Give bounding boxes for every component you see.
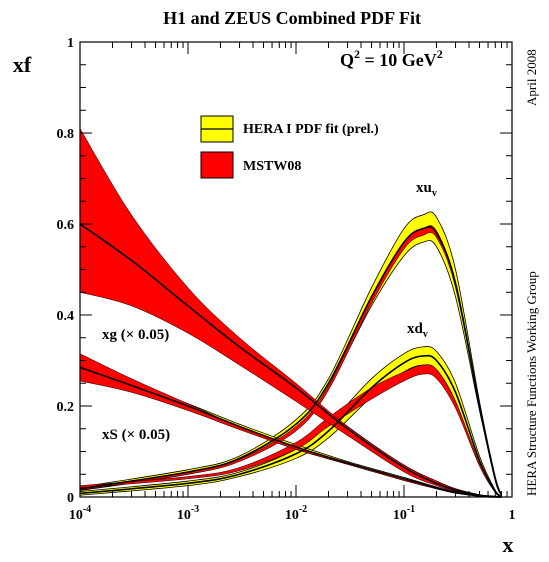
- y-tick-label: 0.6: [57, 218, 75, 233]
- side-note-date: April 2008: [524, 49, 539, 106]
- legend-label-hera: HERA I PDF fit (prel.): [243, 122, 379, 137]
- legend-label-mstw: MSTW08: [243, 159, 301, 174]
- y-tick-label: 0.4: [57, 309, 75, 324]
- q2-annotation: Q2 = 10 GeV2: [340, 47, 443, 70]
- hera-band-xdv: [79, 346, 502, 498]
- legend-item-mstw: MSTW08: [200, 151, 301, 179]
- x-tick-label: 10-4: [69, 504, 91, 523]
- x-tick-label: 10-1: [393, 504, 415, 523]
- x-tick-label: 1: [509, 508, 516, 523]
- y-tick-label: 1: [67, 36, 74, 51]
- hera-central-line-xuv: [79, 226, 503, 496]
- y-axis-label: xf: [13, 52, 32, 77]
- ticks-layer: 0 0.2 0.4 0.6 0.8 1 10-4 10-3 10-2 10-1 1: [57, 36, 516, 523]
- hera-central-line-xdv: [79, 354, 503, 497]
- hera-central-line-xS: [79, 366, 502, 498]
- x-axis-label: x: [503, 532, 514, 557]
- y-tick-label: 0: [67, 491, 74, 506]
- y-tick-label: 0.2: [57, 400, 75, 415]
- chart-title: H1 and ZEUS Combined PDF Fit: [163, 8, 421, 28]
- x-tick-label: 10-3: [177, 504, 199, 523]
- curve-label-xdv: xdv: [407, 321, 428, 340]
- curve-label-xs: xS (× 0.05): [102, 427, 170, 443]
- legend-item-hera: HERA I PDF fit (prel.): [200, 115, 379, 143]
- curve-label-xuv: xuv: [416, 180, 437, 199]
- legend-swatch-mstw: [200, 151, 234, 179]
- y-tick-label: 0.8: [57, 127, 75, 142]
- x-tick-label: 10-2: [285, 504, 307, 523]
- curve-label-xg: xg (× 0.05): [102, 327, 169, 343]
- side-note-group: HERA Structure Functions Working Group: [524, 271, 539, 496]
- legend: HERA I PDF fit (prel.) MSTW08: [200, 115, 379, 179]
